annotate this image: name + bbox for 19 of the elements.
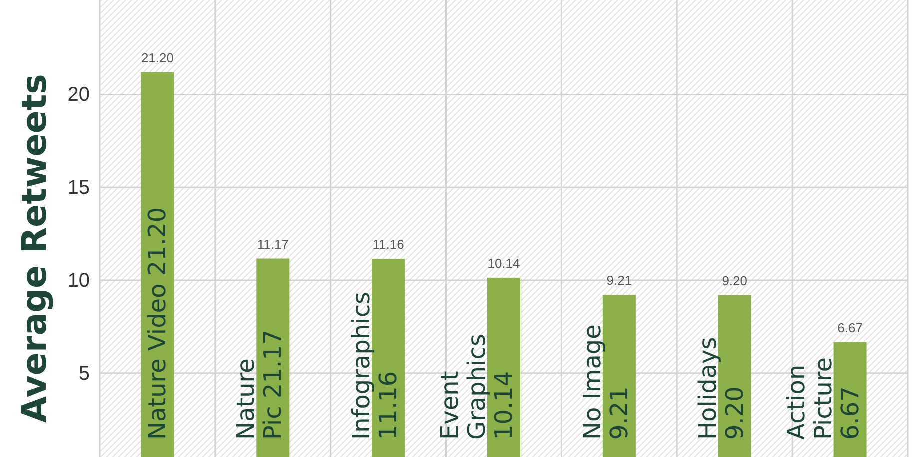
y-tick-label: 10 xyxy=(68,270,90,292)
x-tick-label: Holidays 9.20 xyxy=(694,337,749,440)
data-label: 11.17 xyxy=(257,236,289,252)
data-label: 21.20 xyxy=(141,50,174,66)
data-label: 9.21 xyxy=(606,273,632,288)
data-label: 9.20 xyxy=(722,273,748,288)
x-tick-label: Action Picture 6.67 xyxy=(782,357,864,440)
x-tick-label: Nature Video 21.20 xyxy=(144,207,172,440)
x-tick-label: Event Graphics 10.14 xyxy=(436,334,518,440)
y-axis-title: Average Retweets xyxy=(15,74,55,423)
x-tick-label: No Image 9.21 xyxy=(578,324,634,440)
y-tick-label: 5 xyxy=(78,362,90,385)
y-tick-label: 20 xyxy=(68,84,90,106)
data-label: 6.67 xyxy=(838,320,863,336)
data-label: 10.14 xyxy=(488,256,520,271)
x-tick-label: Infographics 11.16 xyxy=(348,292,403,440)
x-tick-label: Nature Pic 21.17 xyxy=(232,330,288,440)
y-tick-label: 15 xyxy=(68,177,90,200)
data-label: 11.16 xyxy=(372,236,404,252)
